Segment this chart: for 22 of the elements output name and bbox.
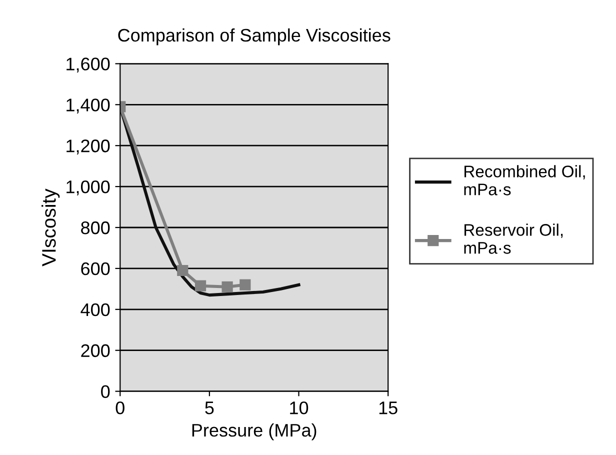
y-tick-label: 200 <box>81 344 110 358</box>
point <box>240 279 251 290</box>
y-axis-title: VIscosity <box>42 188 60 266</box>
y-tick-label: 0 <box>101 385 110 398</box>
chart-title: Comparison of Sample Viscosities <box>118 28 390 46</box>
y-tick-label: 1,400 <box>66 98 110 114</box>
x-tick-label: 10 <box>290 402 308 414</box>
x-axis-title: Pressure (MPa) <box>192 423 316 440</box>
y-tick-label: 1,600 <box>66 58 110 73</box>
y-tick-label: 600 <box>81 262 110 276</box>
point <box>177 264 188 276</box>
x-tick-label: 5 <box>205 402 214 414</box>
point <box>222 281 233 292</box>
y-tick-label: 1,000 <box>66 180 110 196</box>
y-tick-label: 800 <box>81 221 110 234</box>
y-tick-label: 400 <box>80 303 110 316</box>
x-tick-label: 15 <box>379 402 398 414</box>
x-tick-label: 0 <box>116 402 124 414</box>
point <box>194 280 206 292</box>
legend-label: Recombined Oil, mPa·s <box>464 165 585 196</box>
y-tick-label: 1,200 <box>66 140 110 154</box>
legend-label: Reservoir Oil, mPa·s <box>464 224 563 254</box>
